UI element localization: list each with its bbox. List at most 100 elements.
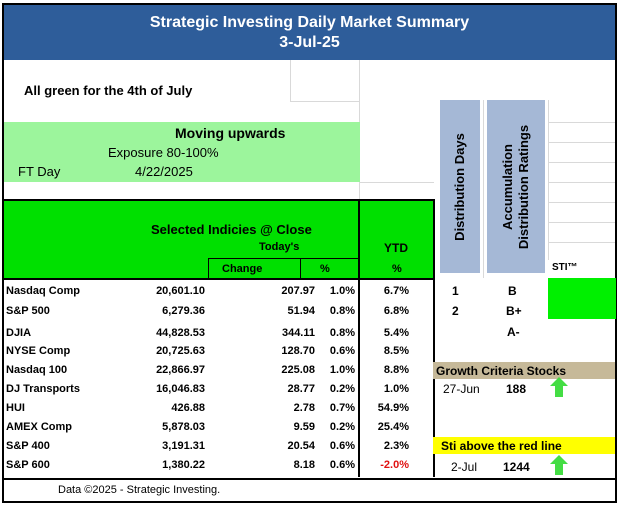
- index-name: DJ Transports: [6, 383, 80, 395]
- footer-text: Data ©2025 - Strategic Investing.: [58, 484, 221, 496]
- index-change: 8.18: [293, 459, 315, 471]
- gridline: [548, 100, 549, 260]
- sti-above-value: 1244: [503, 460, 530, 474]
- gridline: [548, 242, 615, 243]
- gridline: [360, 182, 434, 183]
- table-row: AMEX Comp 5,878.03 9.59 0.2% 25.4%: [4, 418, 435, 437]
- todays-header: Today's: [259, 241, 300, 253]
- report-header: Strategic Investing Daily Market Summary…: [4, 5, 615, 60]
- index-change: 20.54: [287, 440, 315, 452]
- index-close: 6,279.36: [162, 305, 205, 317]
- header-subline: [208, 258, 358, 259]
- index-change: 51.94: [287, 305, 315, 317]
- gridline: [548, 162, 615, 163]
- index-change: 9.59: [293, 421, 315, 433]
- index-table-header: [4, 199, 435, 278]
- index-name: S&P 600: [6, 459, 50, 471]
- index-name: HUI: [6, 402, 25, 414]
- accumulation-label-line1: Accumulation: [500, 143, 515, 230]
- rating-nasdaq: B: [508, 284, 517, 298]
- index-close: 3,191.31: [162, 440, 205, 452]
- index-pct: 1.0%: [329, 364, 355, 376]
- index-close: 16,046.83: [156, 383, 205, 395]
- change-header: Change: [222, 263, 263, 275]
- dist-days-nasdaq: 1: [452, 284, 459, 298]
- header-subline: [208, 258, 209, 278]
- ytd-header: YTD: [384, 241, 408, 255]
- gridline: [548, 182, 615, 183]
- index-close: 1,380.22: [162, 459, 205, 471]
- daily-note: All green for the 4th of July: [24, 83, 193, 98]
- index-ytd: 2.3%: [383, 440, 409, 452]
- accumulation-header: Accumulation Distribution Ratings: [487, 100, 545, 273]
- distribution-days-header: Distribution Days: [440, 100, 480, 273]
- index-close: 20,601.10: [156, 285, 205, 297]
- index-ytd: 54.9%: [377, 402, 409, 414]
- index-pct: 0.2%: [329, 383, 355, 395]
- index-ytd: 8.8%: [383, 364, 409, 376]
- index-close: 20,725.63: [156, 345, 205, 357]
- index-pct: 0.6%: [329, 345, 355, 357]
- index-ytd: 8.5%: [383, 345, 409, 357]
- index-ytd: 6.7%: [383, 285, 409, 297]
- report-title: Strategic Investing Daily Market Summary: [149, 14, 470, 31]
- index-ytd: 5.4%: [383, 327, 409, 339]
- table-right-border: [433, 199, 435, 477]
- index-pct: 0.8%: [329, 305, 355, 317]
- sti-above-label: Sti above the red line: [441, 439, 562, 453]
- index-name: Nasdaq Comp: [6, 285, 80, 297]
- sti-label: STI™: [552, 262, 578, 273]
- table-row: Nasdaq Comp 20,601.10 207.97 1.0% 6.7%: [4, 282, 435, 301]
- index-table-title: Selected Indicies @ Close: [151, 222, 312, 237]
- ft-day-label: FT Day: [18, 164, 61, 179]
- table-row: S&P 600 1,380.22 8.18 0.6% -2.0%: [4, 456, 435, 475]
- index-close: 22,866.97: [156, 364, 205, 376]
- growth-date: 27-Jun: [443, 382, 480, 396]
- footer-rule: [4, 478, 615, 480]
- table-header-rule: [4, 278, 435, 280]
- up-arrow-icon: [550, 377, 568, 397]
- trend-panel: [4, 122, 360, 182]
- gridline: [483, 100, 484, 278]
- sti-status-box: [548, 278, 616, 319]
- gridline: [548, 222, 615, 223]
- index-pct: 0.8%: [329, 327, 355, 339]
- index-name: S&P 400: [6, 440, 50, 452]
- index-pct: 0.6%: [329, 459, 355, 471]
- rating-djia: A-: [507, 325, 520, 339]
- pct-header: %: [320, 263, 330, 275]
- sti-above-date: 2-Jul: [451, 460, 478, 474]
- index-change: 225.08: [281, 364, 315, 376]
- gridline: [290, 60, 291, 102]
- gridline: [548, 202, 615, 203]
- table-row: S&P 500 6,279.36 51.94 0.8% 6.8%: [4, 302, 435, 321]
- gridline: [548, 122, 615, 123]
- table-row: S&P 400 3,191.31 20.54 0.6% 2.3%: [4, 437, 435, 456]
- index-name: AMEX Comp: [6, 421, 72, 433]
- trend-title: Moving upwards: [175, 125, 286, 141]
- index-close: 5,878.03: [162, 421, 205, 433]
- index-name: NYSE Comp: [6, 345, 71, 357]
- table-row: NYSE Comp 20,725.63 128.70 0.6% 8.5%: [4, 342, 435, 361]
- ytd-divider: [358, 199, 360, 477]
- index-ytd: -2.0%: [380, 459, 409, 471]
- index-ytd: 25.4%: [377, 421, 409, 433]
- header-subline: [300, 258, 301, 278]
- index-change: 207.97: [281, 285, 315, 297]
- table-top-border: [4, 199, 435, 201]
- index-change: 128.70: [281, 345, 315, 357]
- table-row: Nasdaq 100 22,866.97 225.08 1.0% 8.8%: [4, 361, 435, 380]
- index-pct: 0.2%: [329, 421, 355, 433]
- index-pct: 1.0%: [329, 285, 355, 297]
- growth-criteria-label: Growth Criteria Stocks: [436, 364, 567, 378]
- ft-day-date: 4/22/2025: [135, 164, 193, 179]
- index-change: 344.11: [281, 327, 315, 339]
- growth-criteria-bar: [433, 362, 615, 379]
- exposure-text: Exposure 80-100%: [108, 145, 219, 160]
- gridline: [290, 101, 360, 102]
- index-pct: 0.6%: [329, 440, 355, 452]
- index-close: 44,828.53: [156, 327, 205, 339]
- table-row: DJ Transports 16,046.83 28.77 0.2% 1.0%: [4, 380, 435, 399]
- dist-days-sp: 2: [452, 304, 459, 318]
- table-row: HUI 426.88 2.78 0.7% 54.9%: [4, 399, 435, 418]
